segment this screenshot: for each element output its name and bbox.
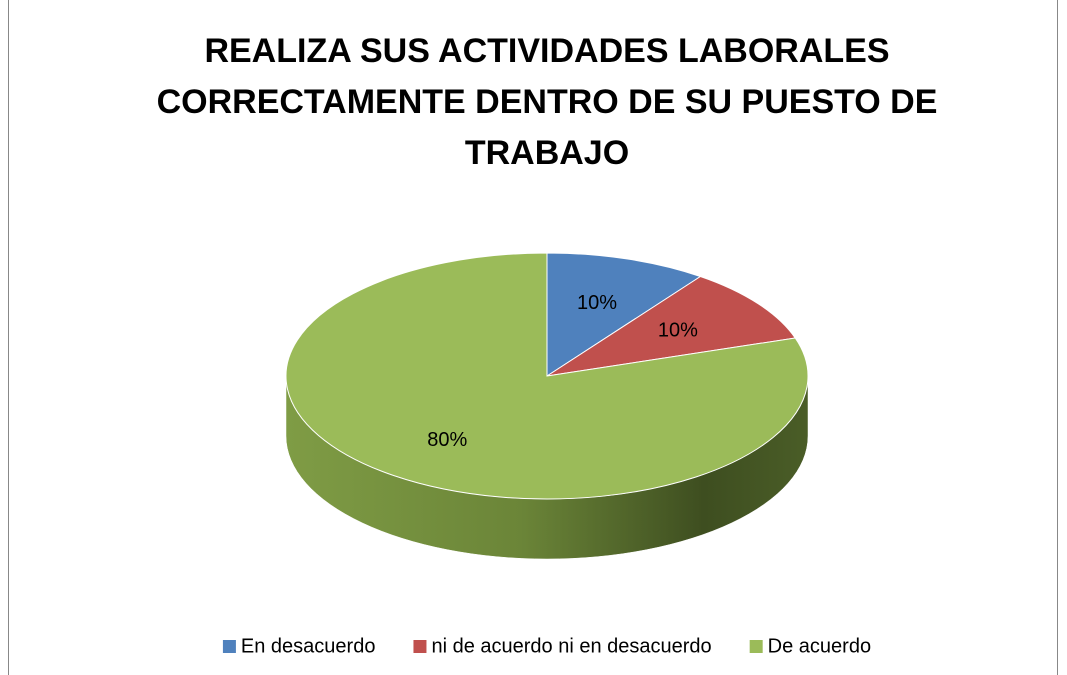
legend-swatch: [222, 640, 236, 653]
legend-swatch: [413, 640, 427, 653]
chart-frame: [8, 0, 1058, 675]
legend-swatch: [749, 640, 763, 653]
pie-slice: [285, 252, 809, 500]
legend-label: De acuerdo: [768, 635, 871, 657]
pie-slice: [546, 275, 797, 377]
pie: 10% 10% 80%: [285, 252, 809, 560]
data-label: 10%: [577, 292, 617, 314]
legend-label: En desacuerdo: [241, 635, 376, 657]
data-label: 10%: [658, 319, 698, 341]
data-label: 80%: [427, 429, 467, 451]
chart-title: REALIZA SUS ACTIVIDADES LABORALES CORREC…: [156, 32, 938, 172]
legend: En desacuerdo ni de acuerdo ni en desacue…: [222, 635, 871, 657]
pie-slice: [546, 252, 702, 377]
legend-label: ni de acuerdo ni en desacuerdo: [431, 635, 711, 657]
